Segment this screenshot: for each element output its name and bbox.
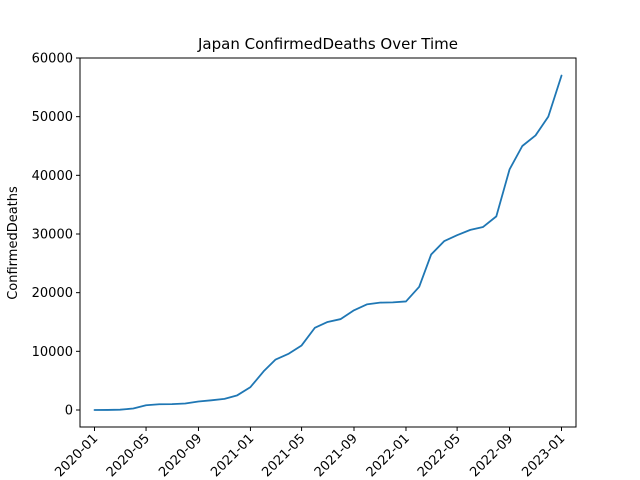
- y-axis-label: ConfirmedDeaths: [6, 186, 21, 300]
- axes-frame: [79, 57, 577, 428]
- y-tick-label: 10000: [32, 345, 73, 360]
- y-tick-label: 60000: [32, 52, 73, 67]
- y-tick-label: 30000: [32, 227, 73, 242]
- y-tick-label: 40000: [32, 169, 73, 184]
- y-tick-label: 50000: [32, 110, 73, 125]
- y-tick-label: 0: [65, 403, 73, 418]
- y-tick-label: 20000: [32, 286, 73, 301]
- chart-title: Japan ConfirmedDeaths Over Time: [197, 35, 458, 53]
- series-line: [93, 74, 563, 411]
